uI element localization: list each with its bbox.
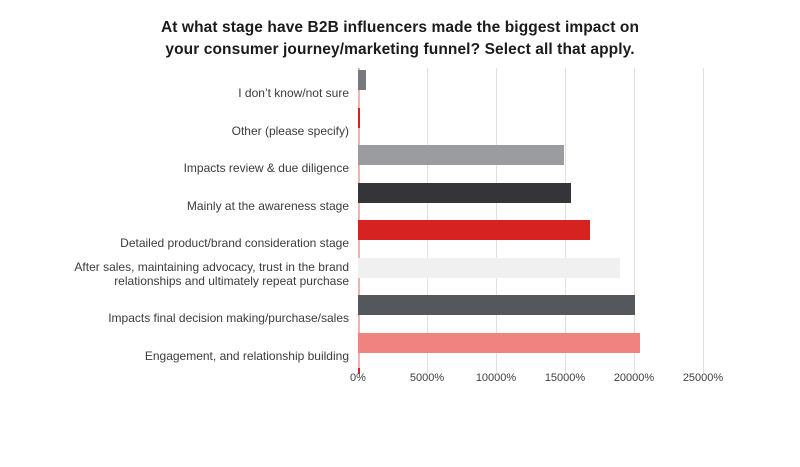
bar <box>358 295 636 315</box>
chart-page: At what stage have B2B influencers made … <box>0 17 800 467</box>
x-tick-label: 10000% <box>475 372 517 384</box>
x-tick-label: 5000% <box>409 372 445 384</box>
plot-wrap: 0% 5000% 10000% 15000% 20000% 25000% <box>350 68 760 392</box>
chart-title-line1: At what stage have B2B influencers made … <box>160 19 640 36</box>
bar-row <box>358 181 760 219</box>
bar <box>358 332 640 353</box>
bar-row <box>358 256 760 294</box>
gridline <box>634 68 635 373</box>
x-tick-label: 25000% <box>682 372 724 384</box>
bar-row <box>358 293 760 331</box>
x-axis: 0% 5000% 10000% 15000% 20000% 25000% <box>350 372 760 392</box>
category-label: Engagement, and relationship building <box>144 348 349 363</box>
chart-title: At what stage have B2B influencers made … <box>75 17 725 61</box>
bar <box>358 107 361 128</box>
category-label: Detailed product/brand consideration sta… <box>120 236 349 250</box>
category-label: Other (please specify) <box>231 123 349 138</box>
x-tick-label: 20000% <box>613 372 655 384</box>
bar-row <box>358 218 760 256</box>
bar <box>358 257 621 278</box>
bar <box>358 145 564 165</box>
bar-row <box>358 331 760 369</box>
bar-row <box>358 68 760 106</box>
zero-tick-mark <box>358 368 360 374</box>
bar-chart: I don’t know/not sure Other (please speci… <box>0 68 800 392</box>
bar-row <box>358 143 760 181</box>
category-labels: I don’t know/not sure Other (please speci… <box>12 68 358 392</box>
bar <box>358 182 571 203</box>
category-label: Impacts review & due diligence <box>183 161 349 175</box>
category-label: Impacts final decision making/purchase/s… <box>108 311 349 325</box>
bar <box>358 220 590 240</box>
bar-row <box>358 106 760 144</box>
chart-title-line2: your consumer journey/marketing funnel? … <box>165 41 635 58</box>
category-label: I don’t know/not sure <box>238 86 349 100</box>
y-axis-line <box>358 68 360 368</box>
plot-area <box>358 68 760 374</box>
x-tick-label: 0% <box>350 372 366 384</box>
bar <box>358 70 367 90</box>
x-tick-label: 15000% <box>544 372 586 384</box>
gridline <box>703 68 704 373</box>
category-label: Mainly at the awareness stage <box>186 198 349 213</box>
category-label: After sales, maintaining advocacy, trust… <box>74 260 349 288</box>
